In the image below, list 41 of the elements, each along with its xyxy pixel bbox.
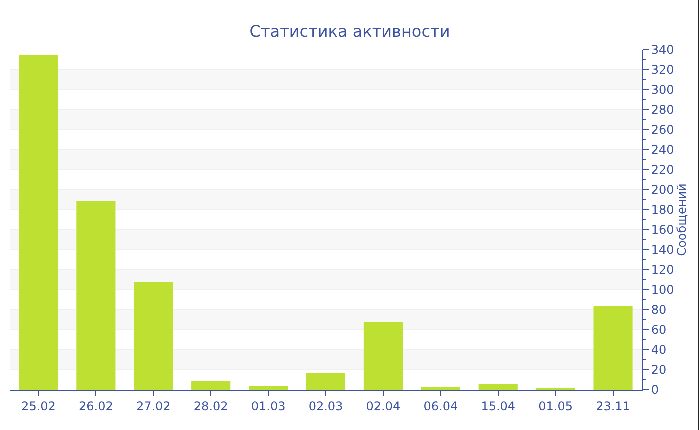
x-tick-label: 01.05	[538, 399, 573, 414]
bar	[478, 384, 518, 390]
x-tick-label: 23.11	[596, 399, 630, 414]
y-tick-label: 260	[651, 123, 674, 138]
chart-title: Статистика активности	[250, 22, 450, 41]
x-tick-label: 06.04	[424, 399, 458, 414]
x-tick-label: 01.03	[251, 399, 286, 414]
bar	[134, 282, 174, 390]
y-tick-label: 340	[651, 43, 674, 58]
y-tick-label: 0	[651, 383, 660, 398]
bar	[19, 55, 58, 390]
y-tick-label: 100	[651, 283, 674, 298]
bar	[364, 322, 403, 390]
bar	[192, 381, 231, 390]
y-tick-label: 200	[651, 183, 674, 198]
y-tick-label: 20	[651, 363, 667, 378]
x-tick-label: 26.02	[79, 399, 114, 414]
y-tick-label: 60	[651, 323, 667, 338]
x-tick-label: 28.02	[194, 399, 228, 414]
y-tick-label: 120	[651, 263, 674, 278]
bar	[76, 201, 116, 390]
y-tick-label: 140	[651, 243, 674, 258]
y-tick-label: 240	[651, 143, 674, 158]
y-axis-title: Сообщений	[675, 184, 690, 256]
y-tick-label: 320	[651, 63, 674, 78]
bar	[594, 306, 633, 390]
y-tick-label: 280	[651, 103, 674, 118]
x-tick-label: 27.02	[136, 399, 171, 414]
x-tick-label: 15.04	[481, 399, 516, 414]
x-tick-label: 02.03	[308, 399, 344, 414]
bar	[421, 387, 460, 390]
x-tick-label: 02.04	[366, 399, 401, 414]
y-tick-label: 160	[651, 223, 674, 238]
bar	[249, 386, 288, 390]
y-tick-label: 180	[651, 203, 674, 218]
y-tick-label: 220	[651, 163, 674, 178]
y-tick-label: 300	[651, 83, 674, 98]
x-tick-label: 25.02	[22, 399, 56, 414]
bar	[306, 373, 346, 390]
y-tick-label: 40	[651, 343, 667, 358]
y-tick-label: 80	[651, 303, 667, 318]
